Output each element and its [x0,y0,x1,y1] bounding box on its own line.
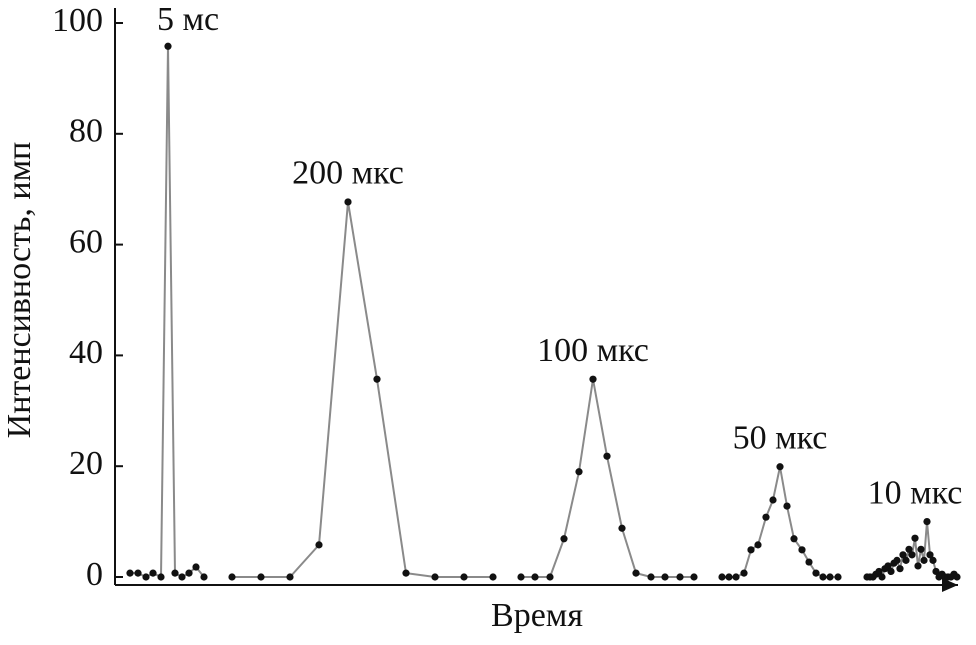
data-point [819,573,827,581]
y-tick-label: 20 [69,445,103,482]
data-point [812,569,820,577]
x-axis-arrow [942,578,958,592]
data-point [531,573,539,581]
peak-label: 100 мкс [537,332,649,369]
data-point [134,569,142,577]
data-point [834,573,842,581]
data-point [725,573,733,581]
data-point [798,546,806,554]
data-point [603,452,611,460]
data-point [286,573,294,581]
data-point [805,558,813,566]
data-point [575,468,583,476]
peak-label: 5 мс [157,1,219,38]
y-tick-label: 80 [69,113,103,150]
y-tick-label: 100 [52,2,103,39]
data-point [790,535,798,543]
data-point [905,545,913,553]
data-point [618,524,626,532]
data-point [373,375,381,383]
data-point [887,567,895,576]
data-point [546,573,554,581]
data-point [178,573,186,581]
data-point [911,534,919,542]
peak-label: 200 мкс [292,155,404,192]
data-point [884,562,892,570]
data-point [923,518,931,526]
data-point [953,573,961,581]
data-point [257,573,265,581]
data-point [344,198,352,206]
data-point [718,573,726,581]
data-point [647,573,655,581]
data-point [769,496,777,504]
data-point [929,556,937,564]
series-line [232,201,493,578]
data-point [747,546,755,554]
data-point [893,556,901,564]
data-point [926,551,934,559]
data-point [126,569,134,577]
data-point [776,463,784,471]
data-point [157,573,165,581]
data-point [164,42,172,50]
data-point [460,573,468,581]
peak-label: 50 мкс [733,420,828,457]
data-point [908,551,916,559]
y-tick-label: 60 [69,223,103,260]
x-axis-title: Время [491,597,583,634]
peak-label: 10 мкс [868,474,963,511]
data-point [690,573,698,581]
data-point [676,573,684,581]
data-point [431,573,439,581]
data-point [914,562,922,570]
data-point [762,513,770,521]
data-point [315,541,323,549]
series-line [722,466,838,578]
data-point [185,569,193,577]
series-line [130,46,205,579]
data-point [192,563,200,571]
data-point [920,556,928,564]
data-point [732,573,740,581]
data-point [171,569,179,577]
y-axis-title: Интенсивность, имп [1,142,38,439]
data-point [917,545,925,553]
data-point [560,535,568,543]
y-tick-label: 0 [86,556,103,593]
data-point [661,573,669,581]
data-point [489,573,497,581]
data-point [149,569,157,577]
data-point [632,569,640,577]
data-point [783,502,791,510]
data-point [875,567,883,576]
data-point [517,573,525,581]
data-point [932,567,940,576]
y-tick-label: 40 [69,334,103,371]
data-point [902,556,910,564]
data-point [228,573,236,581]
data-point [878,573,886,581]
data-point [826,573,834,581]
data-point [200,573,208,581]
data-point [402,569,410,577]
data-point [899,551,907,559]
data-point [589,375,597,383]
data-point [754,541,762,549]
series-line [521,379,694,578]
data-point [740,569,748,577]
data-point [142,573,150,581]
data-point [896,565,904,573]
